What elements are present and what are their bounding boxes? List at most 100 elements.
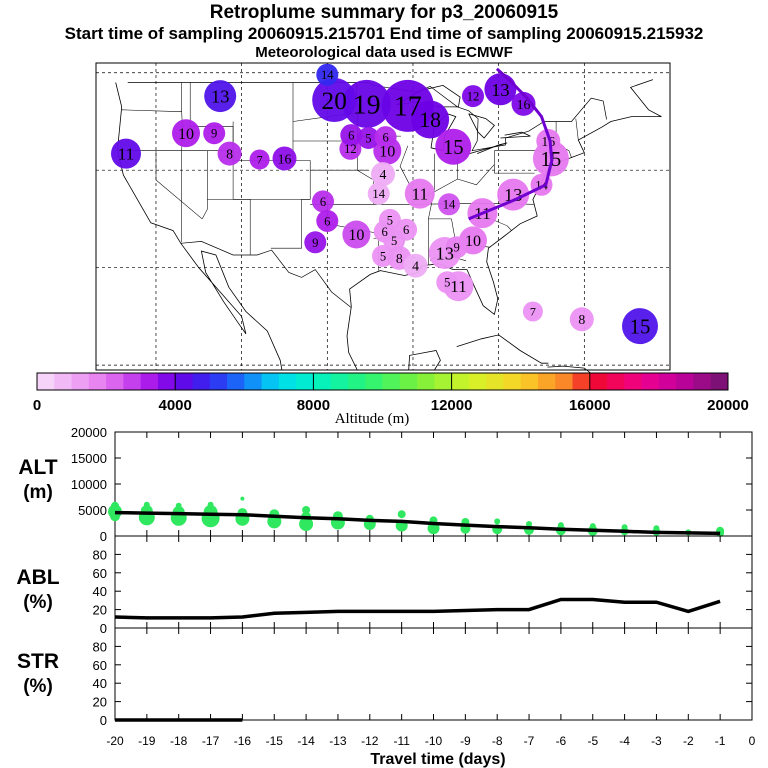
colorbar-swatch	[503, 373, 522, 390]
x-tick-label: 0	[749, 734, 756, 748]
x-tick-label: -16	[234, 734, 252, 748]
alt-dot	[240, 496, 245, 501]
str-panel: 0 20 40 60 80 STR (%)	[17, 627, 753, 728]
colorbar-swatch	[693, 373, 712, 390]
abl-panel-frame	[114, 535, 753, 629]
x-tick-label: -20	[106, 734, 124, 748]
plume-day-label: 8	[578, 312, 585, 327]
y-tick-label: 10000	[71, 477, 107, 492]
plume-marker	[316, 209, 339, 232]
plume-day-label: 6	[324, 214, 330, 228]
plume-marker	[312, 78, 357, 122]
y-tick-label: 20	[93, 695, 107, 710]
alt-dot	[397, 510, 406, 519]
colorbar-swatch	[710, 373, 729, 390]
abl-line	[114, 597, 721, 620]
plume-marker	[511, 91, 536, 116]
yucatan-coast	[408, 350, 441, 371]
figure-title: Retroplume summary for p3_20060915	[209, 2, 559, 23]
x-tick-label: -12	[361, 734, 379, 748]
colorbar-swatch	[123, 373, 142, 390]
colorbar-swatch	[54, 373, 72, 390]
x-axis-title: Travel time (days)	[370, 751, 505, 768]
x-tick-label: -9	[460, 734, 471, 748]
plume-day-label: 4	[380, 167, 387, 182]
plume-day-label: 9	[454, 241, 460, 255]
colorbar-swatch	[572, 373, 591, 390]
x-tick-label: -17	[202, 734, 220, 748]
colorbar-swatch	[434, 373, 452, 390]
colorbar-swatch	[296, 373, 314, 390]
plume-day-label: 8	[396, 251, 403, 266]
plume-day-label: 10	[348, 227, 364, 244]
y-tick-label: 5000	[78, 503, 107, 518]
colorbar-swatch	[106, 373, 124, 390]
colorbar-tick-label: 4000	[159, 397, 192, 414]
colorbar-swatch	[330, 373, 349, 390]
str-panel-label: STR	[17, 650, 59, 673]
plume-marker	[622, 308, 658, 345]
x-tick-label: -4	[619, 734, 630, 748]
alt-dot	[201, 509, 220, 528]
plume-marker	[342, 220, 371, 249]
plume-marker	[403, 253, 428, 278]
colorbar-swatch	[468, 373, 487, 390]
plume-marker	[438, 193, 460, 216]
plume-marker	[249, 149, 270, 170]
colorbar-swatch	[658, 373, 677, 390]
x-tick-label: -8	[492, 734, 503, 748]
colorbar-swatch	[537, 373, 556, 390]
alt-panel: 0 5000 10000 15000 20000 ALT (m)	[18, 425, 753, 544]
state-border	[428, 153, 435, 265]
plume-day-label: 10	[379, 143, 395, 160]
plume-day-label: 19	[353, 89, 381, 120]
colorbar-swatch	[227, 373, 245, 390]
colorbar-swatch	[88, 373, 107, 390]
colorbar-swatch	[382, 373, 401, 390]
plume-day-label: 13	[491, 80, 509, 100]
plume-day-label: 7	[257, 153, 263, 167]
plume-day-label: 16	[278, 151, 292, 166]
alt-panel-unit: (m)	[23, 482, 53, 503]
plume-marker	[436, 271, 459, 294]
y-tick-label: 0	[100, 621, 107, 636]
colorbar-swatch	[451, 373, 470, 390]
sampling-times: Start time of sampling 20060915.215701 E…	[64, 24, 704, 43]
plume-day-label: 9	[312, 236, 318, 250]
colorbar-tick-label: 20000	[707, 397, 749, 414]
plume-marker	[342, 79, 391, 128]
plume-marker	[462, 85, 484, 108]
x-tick-label: -11	[393, 734, 410, 748]
colorbar-swatch	[624, 373, 643, 390]
colorbar-swatch	[399, 373, 418, 390]
plume-day-label: 10	[178, 126, 194, 143]
cuba-coast	[456, 334, 549, 364]
plume-marker	[411, 100, 450, 139]
y-tick-label: 80	[93, 547, 107, 562]
colorbar-swatch	[417, 373, 435, 390]
x-tick-label: -10	[425, 734, 443, 748]
colorbar-swatch	[261, 373, 280, 390]
colorbar-swatch	[589, 373, 608, 390]
state-border	[494, 150, 535, 174]
colorbar-tick-label: 8000	[297, 397, 330, 414]
x-tick-label: -2	[683, 734, 694, 748]
plume-day-label: 17	[394, 92, 422, 123]
colorbar-frame	[36, 372, 729, 391]
x-tick-label: -3	[651, 734, 662, 748]
plume-marker	[204, 80, 237, 113]
state-border	[575, 118, 579, 141]
colorbar-swatch	[157, 373, 176, 390]
plume-day-label: 4	[412, 259, 419, 274]
alt-dot	[494, 518, 501, 525]
plume-marker	[536, 129, 561, 153]
plume-marker	[217, 141, 242, 166]
plume-day-label: 6	[348, 129, 354, 143]
y-tick-label: 0	[100, 713, 107, 728]
plume-marker	[435, 128, 472, 165]
plume-marker	[312, 190, 334, 213]
x-tick-label: -15	[266, 734, 284, 748]
plume-marker	[340, 124, 363, 147]
